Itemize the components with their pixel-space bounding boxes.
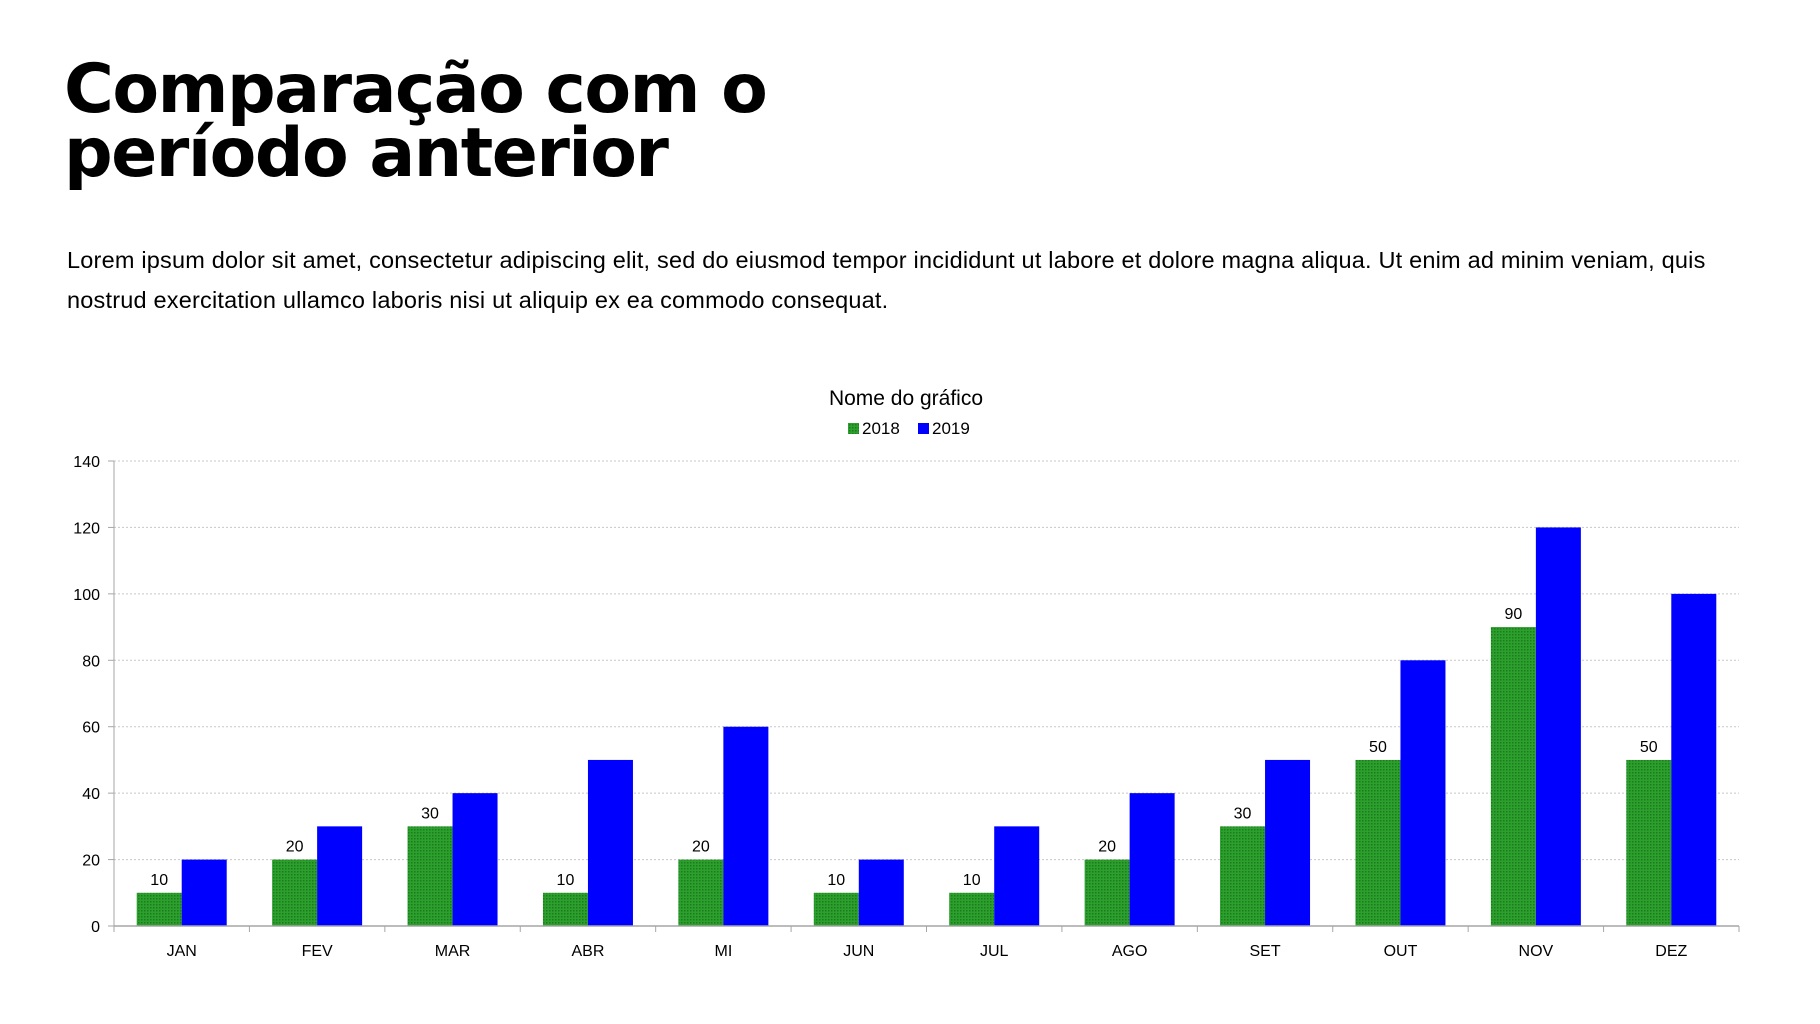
legend-label: 2019 [932, 419, 970, 438]
data-label: 10 [827, 872, 845, 889]
x-tick-label: DEZ [1655, 943, 1687, 960]
y-tick-label: 20 [82, 853, 100, 870]
slide-title: Comparação com o período anterior [64, 50, 1064, 193]
bar-2018-set [1220, 826, 1266, 926]
x-axis: JAN FEV MAR ABR MI JUN JUL AGO SET OUT NOV DEZ [113, 925, 1740, 960]
body-paragraph: Lorem ipsum dolor sit amet, consectetur … [67, 247, 1706, 313]
bar-2019-set [1265, 759, 1311, 926]
bar-2019-out [1400, 660, 1446, 926]
x-tick-label: JUN [843, 943, 874, 960]
bar-2018-jul [949, 892, 995, 926]
legend-swatch-2018 [848, 423, 859, 434]
y-tick-label: 80 [82, 653, 100, 670]
bar-2018-mi [678, 859, 724, 926]
bar-chart: Nome do gráfico 2018 2019 0 20 40 60 80 100 120… [73, 387, 1740, 960]
bar-2019-nov [1535, 527, 1581, 926]
x-tick-label: NOV [1519, 943, 1554, 960]
x-tick-label: OUT [1384, 943, 1418, 960]
data-label: 10 [963, 872, 981, 889]
y-tick-label: 0 [91, 919, 100, 936]
data-label: 30 [421, 805, 439, 822]
data-label: 90 [1504, 606, 1522, 623]
gridlines [114, 460, 1739, 861]
data-label: 50 [1640, 739, 1658, 756]
x-tick-label: JUL [980, 943, 1009, 960]
bar-2019-mar [452, 793, 498, 926]
y-tick-label: 140 [73, 454, 100, 471]
y-tick-label: 40 [82, 786, 100, 803]
bar-2019-ago [1129, 793, 1175, 926]
slide-title-line-1: Comparação com o [64, 50, 768, 129]
x-tick-label: SET [1249, 943, 1280, 960]
bar-2019-dez [1671, 593, 1717, 926]
bar-2019-mi [723, 726, 769, 926]
x-tick-label: MI [714, 943, 732, 960]
bar-2019-fev [317, 826, 363, 926]
bar-2019-jun [858, 859, 904, 926]
bar-2018-ago [1084, 859, 1130, 926]
data-label: 20 [692, 839, 710, 856]
data-label: 30 [1234, 805, 1252, 822]
data-label: 50 [1369, 739, 1387, 756]
x-tick-label: FEV [302, 943, 333, 960]
bar-2019-jan [181, 859, 227, 926]
y-tick-label: 60 [82, 720, 100, 737]
chart-title: Nome do gráfico [829, 387, 983, 410]
bar-2019-abr [587, 759, 633, 926]
bar-2019-jul [994, 826, 1040, 926]
chart-legend: 2018 2019 [848, 419, 970, 438]
bar-2018-mar [407, 826, 453, 926]
y-tick-label: 120 [73, 520, 100, 537]
x-tick-label: JAN [167, 943, 197, 960]
bar-2018-jan [136, 892, 182, 926]
y-tick-label: 100 [73, 587, 100, 604]
data-label: 10 [150, 872, 168, 889]
y-axis: 0 20 40 60 80 100 120 140 [73, 454, 115, 936]
bars: 10 20 30 10 20 10 10 20 30 50 90 50 [136, 527, 1717, 926]
bar-2018-fev [272, 859, 318, 926]
data-label: 20 [1098, 839, 1116, 856]
bar-2018-jun [813, 892, 859, 926]
legend-label: 2018 [862, 419, 900, 438]
bar-2018-abr [542, 892, 588, 926]
x-tick-label: AGO [1112, 943, 1148, 960]
data-label: 20 [286, 839, 304, 856]
slide-title-line-2: período anterior [64, 114, 669, 193]
data-label: 10 [557, 872, 575, 889]
legend-swatch-2019 [918, 423, 929, 434]
x-tick-label: ABR [572, 943, 605, 960]
bar-2018-dez [1626, 759, 1672, 926]
bar-2018-nov [1490, 627, 1536, 926]
x-tick-label: MAR [435, 943, 471, 960]
bar-2018-out [1355, 759, 1401, 926]
